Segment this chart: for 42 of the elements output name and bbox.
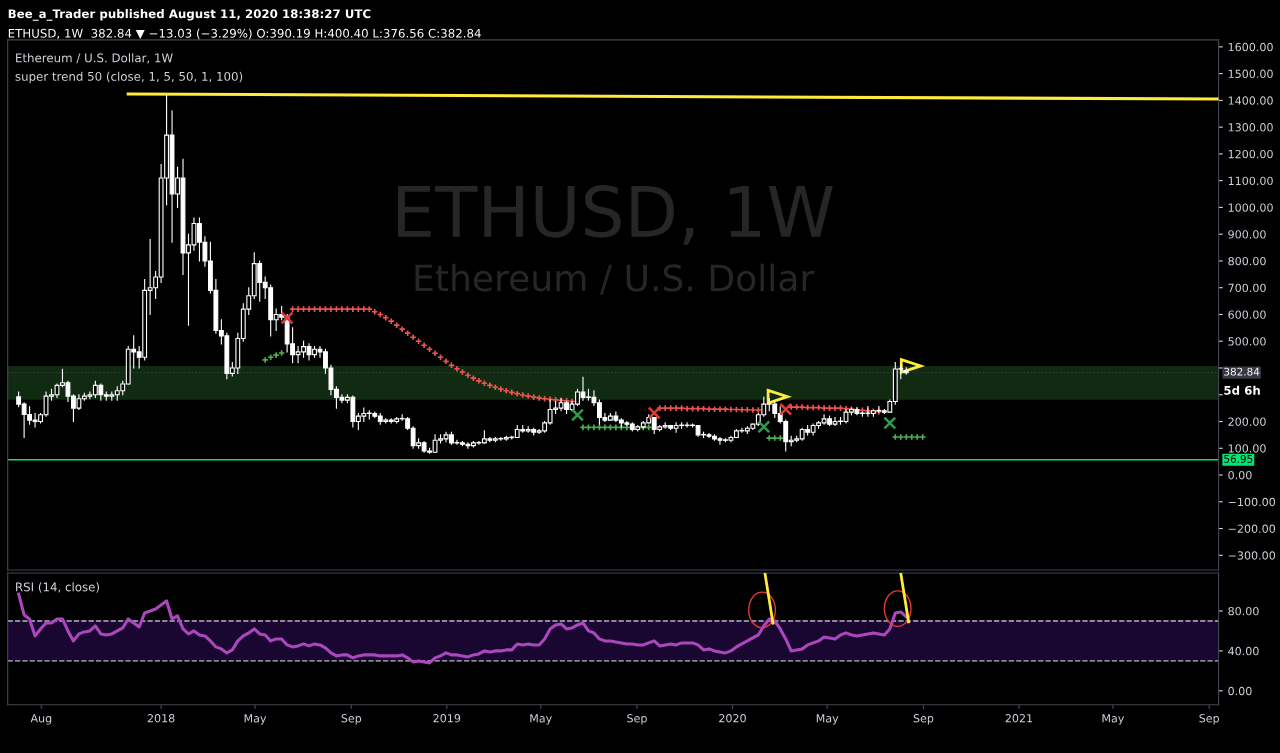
y-tick-label: 80.00 — [1228, 606, 1259, 616]
y-tick-label: 0.00 — [1228, 471, 1252, 480]
y-tick-label: 600.00 — [1228, 310, 1266, 319]
x-tick-label: May — [1102, 714, 1125, 725]
y-tick-label: 1100.00 — [1228, 176, 1273, 186]
x-tick-label: Aug — [30, 714, 52, 725]
y-tick-label: 700.00 — [1228, 283, 1266, 293]
y-tick-label: 1300.00 — [1228, 123, 1273, 132]
x-tick-label: May — [244, 714, 267, 725]
x-tick-label: Sep — [627, 714, 647, 725]
y-tick-label: 1000.00 — [1228, 203, 1273, 212]
x-tick-label: Sep — [1199, 714, 1220, 725]
x-tick-label: 2020 — [719, 714, 746, 723]
text: 5d 6h — [1224, 385, 1260, 395]
y-tick-label: −200.00 — [1228, 524, 1276, 533]
y-tick-label: −100.00 — [1228, 497, 1276, 507]
x-tick-label: 2018 — [147, 714, 175, 723]
y-tick-label: 500.00 — [1228, 337, 1266, 346]
x-tick-label: Sep — [341, 714, 362, 725]
x-tick-label: 2019 — [433, 714, 461, 723]
y-tick-label: 40.00 — [1228, 646, 1259, 656]
text: super trend 50 (close, 1, 5, 50, 1, 100) — [15, 71, 243, 84]
y-tick-label: 1500.00 — [1228, 69, 1273, 79]
ref-line-label: 56.95 — [1224, 454, 1253, 463]
y-tick-label: 1600.00 — [1228, 42, 1273, 52]
x-tick-label: May — [530, 714, 552, 725]
text: ETHUSD, 1W 382.84 ▼ −13.03 (−3.29%) O:390.19 H:400.40 L:376.56 C:382.84 — [8, 28, 481, 40]
y-tick-label: −300.00 — [1228, 551, 1276, 560]
ref-line-label: 382.84 — [1224, 367, 1260, 376]
y-tick-label: 900.00 — [1228, 230, 1266, 239]
text: RSI (14, close) — [16, 582, 100, 593]
y-tick-label: 800.00 — [1228, 256, 1266, 266]
text: Bee_a_Trader published August 11, 2020 18:38:27 UTC — [8, 9, 371, 21]
y-tick-label: 200.00 — [1228, 417, 1266, 426]
y-tick-label: 1200.00 — [1228, 149, 1273, 159]
y-tick-label: 100.00 — [1228, 444, 1266, 453]
x-tick-label: 2021 — [1005, 714, 1033, 723]
text: Ethereum / U.S. Dollar, 1W — [16, 53, 173, 64]
x-tick-label: Sep — [913, 714, 934, 725]
x-tick-label: May — [816, 714, 839, 725]
y-tick-label: 0.00 — [1228, 686, 1252, 696]
y-tick-label: 1400.00 — [1228, 96, 1273, 105]
